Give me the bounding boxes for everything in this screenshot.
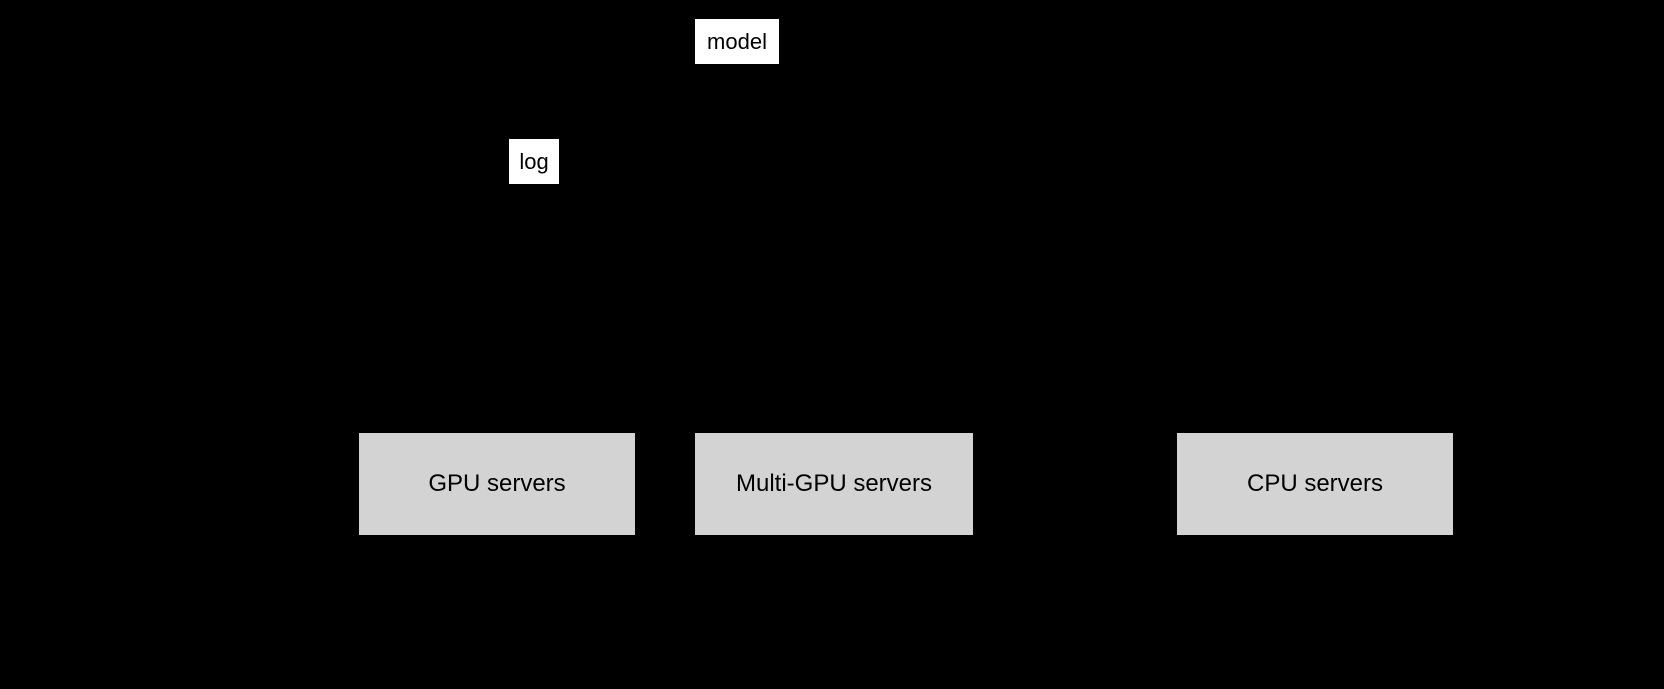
cpu-servers-box: CPU servers: [1176, 432, 1454, 536]
log-label: log: [508, 138, 560, 185]
cpu-servers-text: CPU servers: [1247, 470, 1383, 498]
multi-gpu-servers-box: Multi-GPU servers: [694, 432, 974, 536]
model-label-text: model: [707, 29, 767, 55]
model-label: model: [694, 18, 780, 65]
diagram-stage: model log GPU servers Multi-GPU servers …: [0, 0, 1664, 689]
multi-gpu-servers-text: Multi-GPU servers: [736, 470, 932, 498]
log-label-text: log: [519, 149, 548, 175]
gpu-servers-text: GPU servers: [428, 470, 565, 498]
gpu-servers-box: GPU servers: [358, 432, 636, 536]
